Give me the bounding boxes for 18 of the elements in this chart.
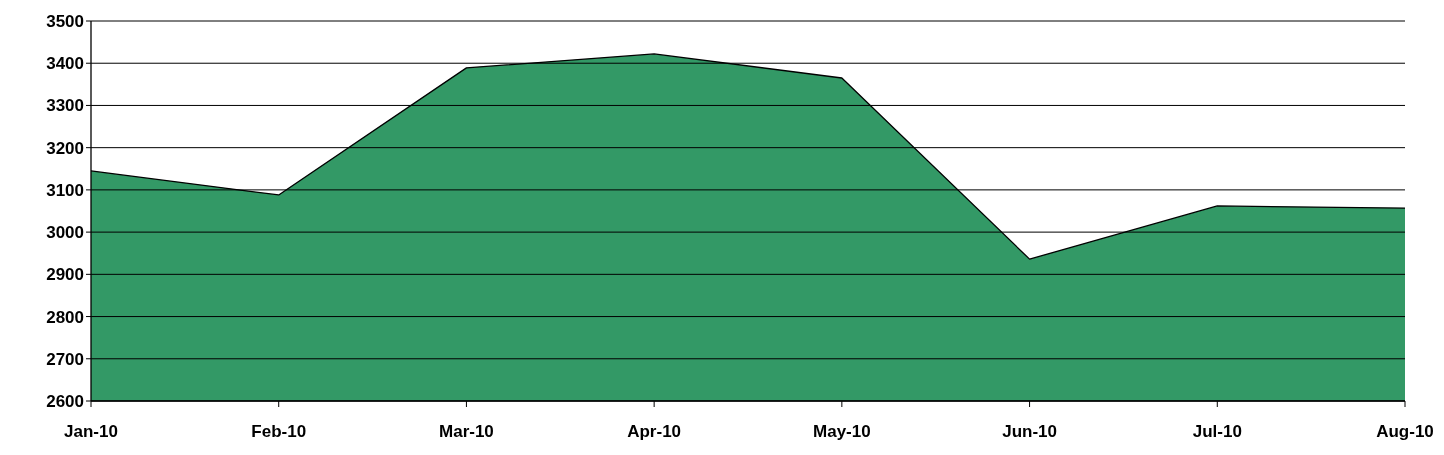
- x-tick-label: Mar-10: [439, 422, 494, 441]
- x-tick-label: Aug-10: [1376, 422, 1434, 441]
- x-tick-label: Apr-10: [627, 422, 682, 441]
- y-tick-label: 3400: [46, 54, 84, 74]
- y-tick-label: 3500: [46, 11, 84, 31]
- y-tick-label: 3200: [46, 138, 84, 158]
- y-tick-label: 2600: [46, 391, 84, 411]
- x-tick-label: Jun-10: [1002, 422, 1057, 441]
- y-tick-label: 2700: [46, 349, 84, 369]
- y-tick-label: 2900: [46, 265, 84, 285]
- x-tick-label: Feb-10: [251, 422, 307, 441]
- x-tick-label: May-10: [813, 422, 871, 441]
- x-tick-label: Jan-10: [64, 422, 118, 441]
- y-tick-label: 3300: [46, 96, 84, 116]
- y-tick-label: 3000: [46, 223, 84, 243]
- x-tick-label: Jul-10: [1192, 422, 1242, 441]
- y-tick-label: 3100: [46, 180, 84, 200]
- y-tick-label: 2800: [46, 307, 84, 327]
